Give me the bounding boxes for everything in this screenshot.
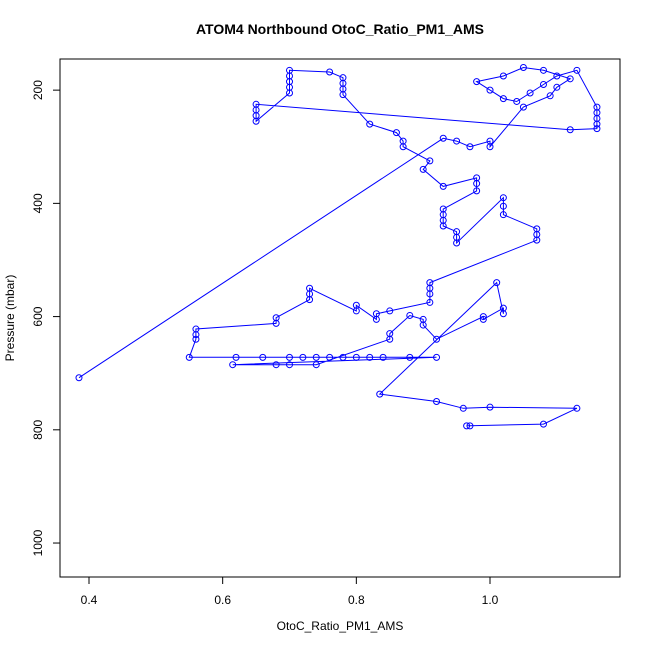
- data-point: [473, 187, 481, 195]
- data-point: [312, 353, 320, 361]
- data-point: [553, 72, 561, 80]
- data-point: [419, 165, 427, 173]
- y-tick-label: 800: [31, 419, 45, 439]
- data-point: [339, 91, 347, 99]
- data-point: [433, 353, 441, 361]
- data-point: [459, 404, 467, 412]
- data-point: [513, 97, 521, 105]
- data-point: [499, 211, 507, 219]
- data-point: [299, 353, 307, 361]
- data-line: [78, 66, 598, 427]
- data-point: [473, 180, 481, 188]
- data-point: [539, 420, 547, 428]
- data-point: [553, 83, 561, 91]
- x-tick-label: 0.4: [81, 593, 98, 607]
- data-point: [519, 103, 527, 111]
- data-point: [573, 404, 581, 412]
- data-point: [339, 353, 347, 361]
- y-tick-label: 200: [31, 80, 45, 100]
- data-point: [386, 330, 394, 338]
- data-point: [312, 361, 320, 369]
- data-point: [406, 311, 414, 319]
- data-point: [539, 80, 547, 88]
- data-point: [573, 66, 581, 74]
- data-point: [479, 313, 487, 321]
- data-point: [479, 315, 487, 323]
- data-point: [433, 335, 441, 343]
- data-point: [372, 315, 380, 323]
- data-point: [406, 353, 414, 361]
- data-point: [439, 222, 447, 230]
- data-point: [499, 72, 507, 80]
- y-tick-label: 1000: [31, 529, 45, 556]
- data-point: [272, 319, 280, 327]
- data-point: [439, 182, 447, 190]
- data-point: [192, 331, 200, 339]
- data-point: [453, 239, 461, 247]
- data-point: [426, 290, 434, 298]
- data-point: [286, 353, 294, 361]
- data-point: [399, 143, 407, 151]
- data-point: [519, 63, 527, 71]
- data-point: [419, 321, 427, 329]
- data-point: [352, 307, 360, 315]
- data-point: [75, 374, 83, 382]
- data-point: [386, 307, 394, 315]
- data-point: [466, 143, 474, 151]
- data-point: [493, 279, 501, 287]
- data-point: [366, 353, 374, 361]
- data-point: [463, 422, 471, 430]
- data-point: [232, 353, 240, 361]
- data-point: [185, 353, 193, 361]
- data-point: [499, 194, 507, 202]
- data-point: [286, 361, 294, 369]
- y-tick-label: 600: [31, 306, 45, 326]
- plot-frame: [59, 58, 621, 578]
- y-axis-label: Pressure (mbar): [3, 275, 17, 362]
- data-point: [499, 202, 507, 210]
- data-point: [486, 143, 494, 151]
- data-point: [486, 86, 494, 94]
- data-point: [526, 89, 534, 97]
- data-point: [229, 361, 237, 369]
- data-point: [379, 353, 387, 361]
- data-point: [252, 117, 260, 125]
- data-point: [473, 78, 481, 86]
- data-point: [259, 353, 267, 361]
- data-point: [499, 95, 507, 103]
- data-point: [593, 120, 601, 128]
- data-point: [192, 335, 200, 343]
- chart-title: ATOM4 Northbound OtoC_Ratio_PM1_AMS: [196, 21, 484, 37]
- data-point: [433, 398, 441, 406]
- data-point: [426, 157, 434, 165]
- data-point: [326, 353, 334, 361]
- data-point: [352, 353, 360, 361]
- data-point: [499, 310, 507, 318]
- y-tick-label: 400: [31, 193, 45, 213]
- data-point: [593, 125, 601, 133]
- data-point: [466, 422, 474, 430]
- data-point: [453, 137, 461, 145]
- data-point: [366, 120, 374, 128]
- data-point: [546, 92, 554, 100]
- data-point: [306, 296, 314, 304]
- data-point: [486, 403, 494, 411]
- data-point: [566, 126, 574, 134]
- x-tick-label: 0.6: [214, 593, 231, 607]
- data-point: [272, 361, 280, 369]
- data-point: [376, 390, 384, 398]
- data-point: [426, 298, 434, 306]
- data-point: [286, 66, 294, 74]
- data-point: [533, 236, 541, 244]
- data-point: [439, 134, 447, 142]
- data-point: [566, 75, 574, 83]
- x-tick-label: 0.8: [348, 593, 365, 607]
- data-point: [539, 66, 547, 74]
- x-tick-label: 1.0: [482, 593, 499, 607]
- data-point: [392, 129, 400, 137]
- x-axis-label: OtoC_Ratio_PM1_AMS: [277, 619, 404, 633]
- data-point: [326, 68, 334, 76]
